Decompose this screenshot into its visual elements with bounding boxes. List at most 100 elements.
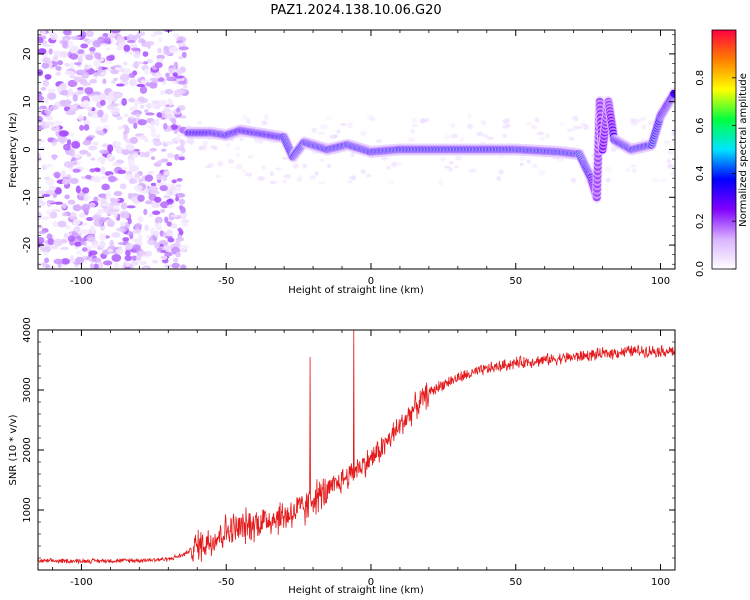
spectrogram-noise-cell xyxy=(40,86,47,91)
spectrogram-noise-cell xyxy=(625,167,631,173)
spectrogram-noise-cell xyxy=(38,106,44,111)
spectrogram-noise-cell xyxy=(44,97,49,104)
spectrogram-noise-cell xyxy=(182,221,189,228)
snr-y-tick-label: 4000 xyxy=(22,317,33,342)
spectrogram-noise-cell xyxy=(97,65,103,74)
spectrogram-noise-cell xyxy=(53,258,64,265)
spectrogram-noise-cell xyxy=(82,241,88,247)
spectrogram-noise-cell xyxy=(42,57,51,64)
spectrogram-noise-cell xyxy=(175,240,181,248)
spectrogram-noise-cell xyxy=(128,50,133,55)
spectrogram-noise-cell xyxy=(247,155,254,159)
spectrogram-noise-cell xyxy=(47,88,56,93)
spectrogram-noise-cell xyxy=(178,46,189,51)
spectrogram-noise-cell xyxy=(92,214,102,221)
spectrogram-noise-cell xyxy=(241,168,246,174)
spectrogram-noise-cell xyxy=(86,152,92,158)
spectrogram-noise-cell xyxy=(476,131,484,137)
spectrogram-noise-cell xyxy=(72,168,81,173)
spectrogram-noise-cell xyxy=(144,109,149,113)
spectrogram-noise-cell xyxy=(157,77,165,82)
spectrogram-noise-cell xyxy=(140,97,149,104)
spectrogram-noise-cell xyxy=(450,133,459,139)
spectrogram-noise-cell xyxy=(48,185,57,192)
spectrogram-noise-cell xyxy=(110,80,116,84)
spectrogram-noise-cell xyxy=(137,216,144,223)
spectrogram-noise-cell xyxy=(162,50,171,56)
spectrogram-noise-cell xyxy=(70,91,80,97)
colorbar-tick-label: 0.4 xyxy=(695,165,706,181)
spectrogram-noise-cell xyxy=(314,171,319,176)
spectrogram-noise-cell xyxy=(128,97,136,103)
spectrogram-noise-cell xyxy=(175,68,183,75)
spectrogram-noise-cell xyxy=(166,76,175,82)
spectrogram-noise-cell xyxy=(109,197,116,203)
colorbar-tick-label: 0.0 xyxy=(695,261,706,277)
spectrogram-heatmap xyxy=(38,30,709,269)
spectrogram-noise-cell xyxy=(151,79,160,83)
spectrogram-noise-cell xyxy=(239,137,244,142)
spectrogram-noise-cell xyxy=(380,156,389,161)
spectrogram-noise-cell xyxy=(519,156,526,162)
spectrogram-noise-cell xyxy=(150,33,157,38)
spectrogram-noise-cell xyxy=(525,121,533,126)
spectrogram-noise-cell xyxy=(163,195,171,199)
spectrogram-noise-cell xyxy=(99,99,106,106)
spectrogram-noise-cell xyxy=(160,148,167,152)
spectrogram-noise-cell xyxy=(131,260,139,266)
spectrogram-noise-cell xyxy=(123,44,131,52)
spectrogram-noise-cell xyxy=(106,55,115,62)
colorbar: 0.0 0.2 0.4 0.6 0.8 Normalized spectral ampl… xyxy=(695,29,749,277)
spectrogram-noise-cell xyxy=(160,158,169,163)
spectrogram-noise-cell xyxy=(84,87,94,95)
spectrogram-noise-cell xyxy=(38,190,47,195)
spectrogram-noise-cell xyxy=(318,131,325,135)
spectrogram-noise-cell xyxy=(570,177,577,184)
spectrogram-noise-cell xyxy=(43,163,54,168)
spectrogram-noise-cell xyxy=(171,118,177,125)
spectrogram-y-ticks: -20 -10 0 10 20 xyxy=(22,34,675,265)
spectrogram-noise-cell xyxy=(143,68,149,75)
spectrogram-noise-cell xyxy=(466,113,472,120)
spectrogram-noise-cell xyxy=(703,148,709,153)
spectrogram-noise-cell xyxy=(264,114,269,120)
spectrogram-noise-cell xyxy=(143,266,149,269)
spectrogram-noise-cell xyxy=(174,136,182,142)
spectrogram-noise-cell xyxy=(60,258,71,265)
spectrogram-noise-cell xyxy=(169,65,175,69)
spectrogram-noise-cell xyxy=(698,152,704,155)
spectrogram-noise-cell xyxy=(126,40,136,44)
spectrogram-noise-cell xyxy=(166,204,174,209)
spectrogram-noise-cell xyxy=(115,248,124,255)
spectrogram-noise-cell xyxy=(163,107,170,114)
spectrogram-noise-cell xyxy=(119,183,127,190)
spectrogram-noise-cell xyxy=(100,166,106,175)
spectrogram-noise-cell xyxy=(81,71,90,79)
spectrogram-noise-cell xyxy=(157,37,163,43)
snr-panel: -100 -50 0 50 100 1000 2000 3000 4000 Height of… xyxy=(8,317,676,596)
spectrogram-noise-cell xyxy=(124,126,130,135)
spectrogram-noise-cell xyxy=(531,124,538,130)
spectrogram-noise-cell xyxy=(57,134,68,143)
spectrogram-noise-cell xyxy=(96,130,105,136)
spectrogram-noise-cell xyxy=(38,138,43,143)
spectrogram-noise-cell xyxy=(107,144,114,153)
spectrogram-noise-cell xyxy=(318,180,326,185)
spectrogram-noise-cell xyxy=(64,70,75,76)
spectrogram-noise-cell xyxy=(160,255,168,261)
spectrogram-noise-cell xyxy=(38,236,45,244)
spectrogram-noise-cell xyxy=(151,100,161,104)
spectrogram-noise-cell xyxy=(234,146,241,151)
spectrogram-noise-cell xyxy=(106,67,112,72)
spectrogram-noise-cell xyxy=(65,110,76,116)
spectrogram-noise-cell xyxy=(137,234,143,242)
spectrogram-noise-cell xyxy=(137,119,147,126)
spectrogram-noise-cell xyxy=(167,237,175,243)
spectrogram-noise-cell xyxy=(55,72,61,76)
spectrogram-noise-cell xyxy=(169,185,177,192)
spectrogram-noise-cell xyxy=(72,204,82,212)
spectrogram-noise-cell xyxy=(538,170,546,176)
spectrogram-noise-cell xyxy=(486,136,495,140)
spectrogram-noise-cell xyxy=(69,148,76,157)
spectrogram-noise-cell xyxy=(116,83,125,87)
